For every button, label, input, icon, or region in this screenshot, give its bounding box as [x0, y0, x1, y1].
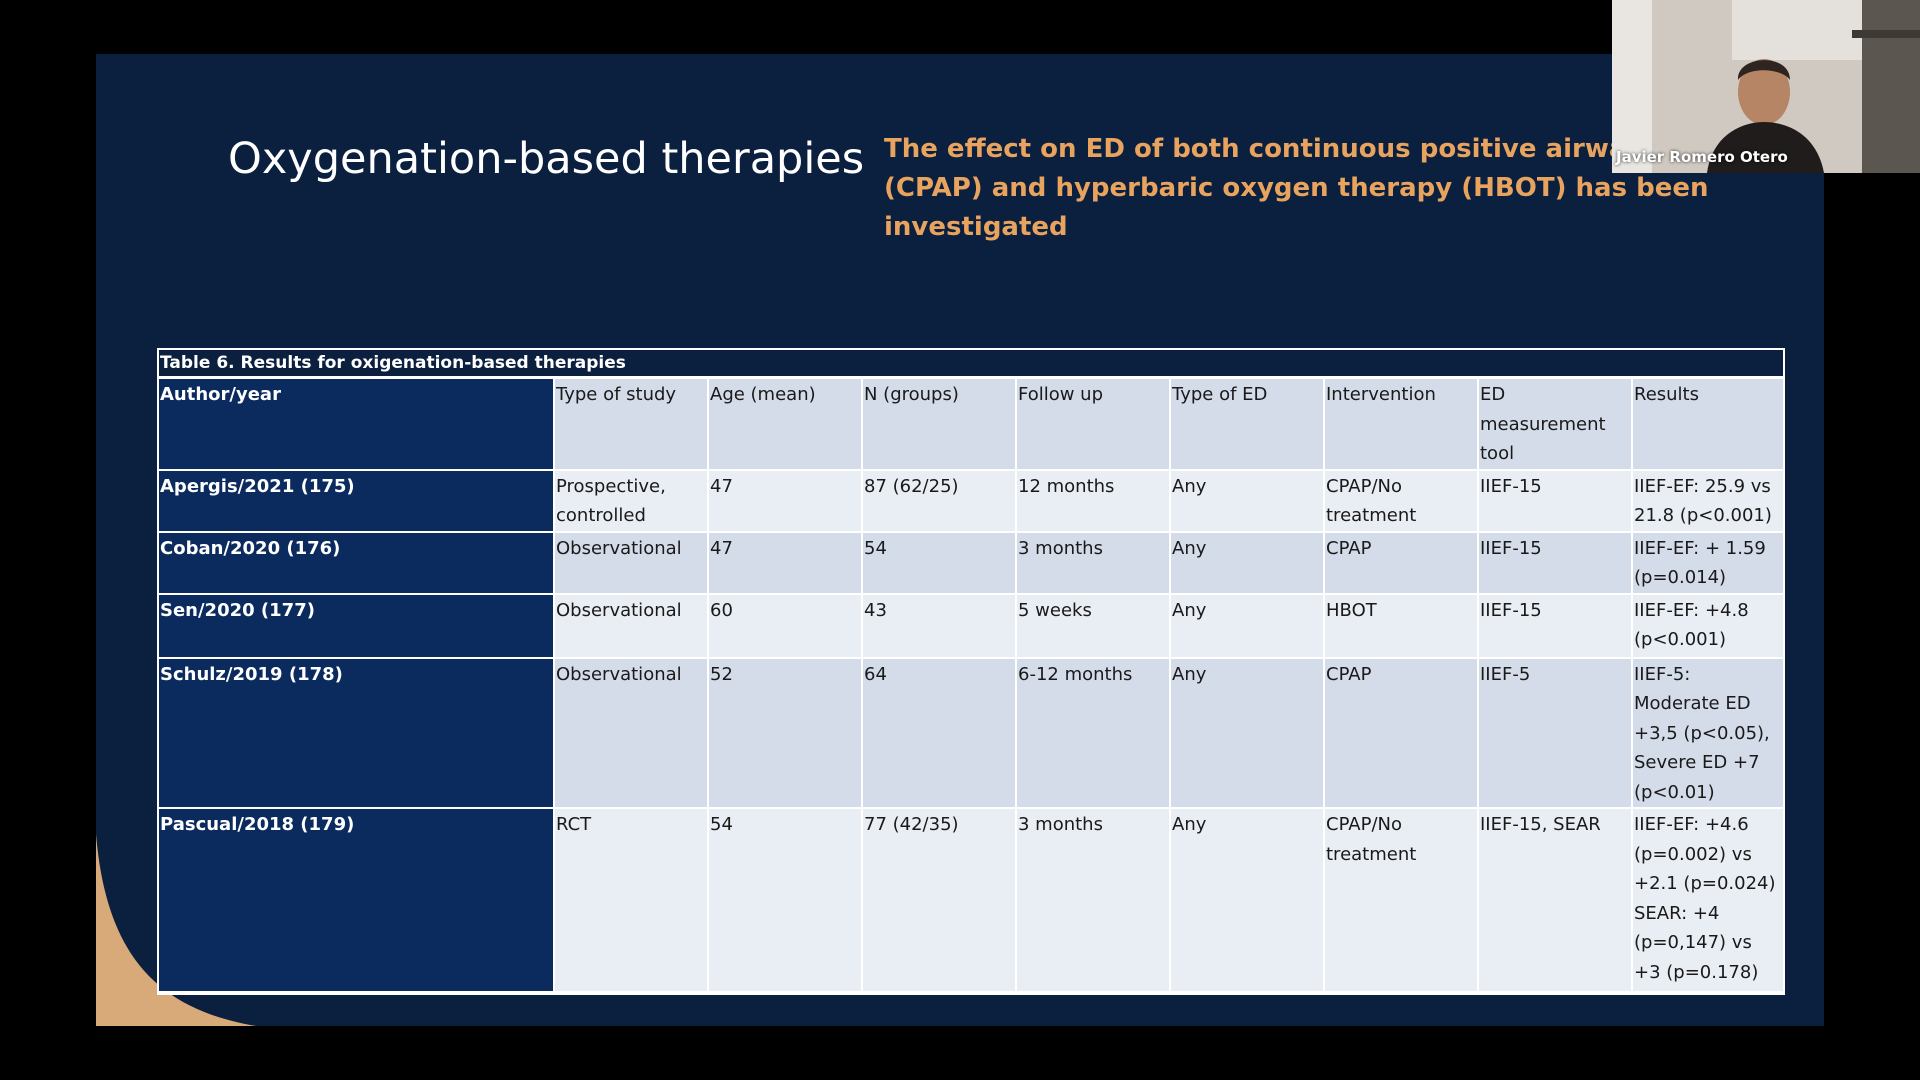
table-cell: 47 [708, 531, 863, 595]
table-cell: 3 months [1016, 531, 1171, 595]
table-header-row: Author/year Type of study Age (mean) N (… [159, 379, 1783, 471]
table-row: Schulz/2019 (178) Observational 52 64 6-… [159, 657, 1783, 809]
table-cell: IIEF-EF: +4.6 (p=0.002) vs +2.1 (p=0.024… [1632, 808, 1783, 993]
table-cell: IIEF-15 [1478, 469, 1633, 533]
table-cell: IIEF-EF: +4.8 (p<0.001) [1632, 593, 1783, 659]
table-cell: Any [1170, 808, 1325, 993]
table-cell: IIEF-15 [1478, 593, 1633, 659]
table-cell: 12 months [1016, 469, 1171, 533]
column-header: N (groups) [862, 379, 1017, 471]
table-cell: CPAP/No treatment [1324, 808, 1479, 993]
table-cell: IIEF-5: Moderate ED +3,5 (p<0.05), Sever… [1632, 657, 1783, 809]
table-cell: 60 [708, 593, 863, 659]
column-header: Results [1632, 379, 1783, 471]
column-header: Author/year [159, 379, 555, 471]
table-cell: 47 [708, 469, 863, 533]
table-cell: Any [1170, 531, 1325, 595]
table-cell: IIEF-5 [1478, 657, 1633, 809]
table-cell: Schulz/2019 (178) [159, 657, 555, 809]
table-cell: 52 [708, 657, 863, 809]
table-cell: Apergis/2021 (175) [159, 469, 555, 533]
results-table-grid: Author/year Type of study Age (mean) N (… [159, 379, 1783, 993]
table-cell: CPAP [1324, 657, 1479, 809]
participant-video-feed [1612, 0, 1920, 173]
column-header: Intervention [1324, 379, 1479, 471]
presentation-slide: Oxygenation-based therapies The effect o… [96, 54, 1824, 1026]
table-cell: 43 [862, 593, 1017, 659]
table-cell: Any [1170, 657, 1325, 809]
table-cell: Prospective, controlled [554, 469, 709, 533]
table-cell: CPAP/No treatment [1324, 469, 1479, 533]
table-cell: IIEF-15 [1478, 531, 1633, 595]
table-row: Apergis/2021 (175) Prospective, controll… [159, 469, 1783, 533]
column-header: ED measurement tool [1478, 379, 1633, 471]
table-cell: RCT [554, 808, 709, 993]
column-header: Age (mean) [708, 379, 863, 471]
table-cell: 54 [862, 531, 1017, 595]
table-cell: Pascual/2018 (179) [159, 808, 555, 993]
table-cell: Observational [554, 593, 709, 659]
column-header: Type of study [554, 379, 709, 471]
table-cell: 5 weeks [1016, 593, 1171, 659]
table-row: Coban/2020 (176) Observational 47 54 3 m… [159, 531, 1783, 595]
table-cell: 3 months [1016, 808, 1171, 993]
table-row: Sen/2020 (177) Observational 60 43 5 wee… [159, 593, 1783, 659]
table-cell: Any [1170, 469, 1325, 533]
table-cell: Observational [554, 657, 709, 809]
table-cell: Any [1170, 593, 1325, 659]
participant-video-thumbnail[interactable]: Javier Romero Otero [1612, 0, 1920, 173]
table-cell: 54 [708, 808, 863, 993]
table-cell: HBOT [1324, 593, 1479, 659]
column-header: Follow up [1016, 379, 1171, 471]
table-row: Pascual/2018 (179) RCT 54 77 (42/35) 3 m… [159, 808, 1783, 993]
slide-title: Oxygenation-based therapies [228, 134, 865, 184]
table-cell: IIEF-EF: 25.9 vs 21.8 (p<0.001) [1632, 469, 1783, 533]
results-table: Table 6. Results for oxigenation-based t… [157, 348, 1785, 995]
table-cell: Coban/2020 (176) [159, 531, 555, 595]
table-cell: Observational [554, 531, 709, 595]
table-cell: IIEF-EF: + 1.59 (p=0.014) [1632, 531, 1783, 595]
table-cell: Sen/2020 (177) [159, 593, 555, 659]
table-cell: 87 (62/25) [862, 469, 1017, 533]
table-cell: 77 (42/35) [862, 808, 1017, 993]
table-cell: CPAP [1324, 531, 1479, 595]
column-header: Type of ED [1170, 379, 1325, 471]
table-caption: Table 6. Results for oxigenation-based t… [159, 350, 1783, 379]
table-cell: 64 [862, 657, 1017, 809]
table-cell: IIEF-15, SEAR [1478, 808, 1633, 993]
table-cell: 6-12 months [1016, 657, 1171, 809]
slide-subtitle: The effect on ED of both continuous posi… [884, 134, 1709, 242]
participant-name-label: Javier Romero Otero [1616, 148, 1788, 166]
